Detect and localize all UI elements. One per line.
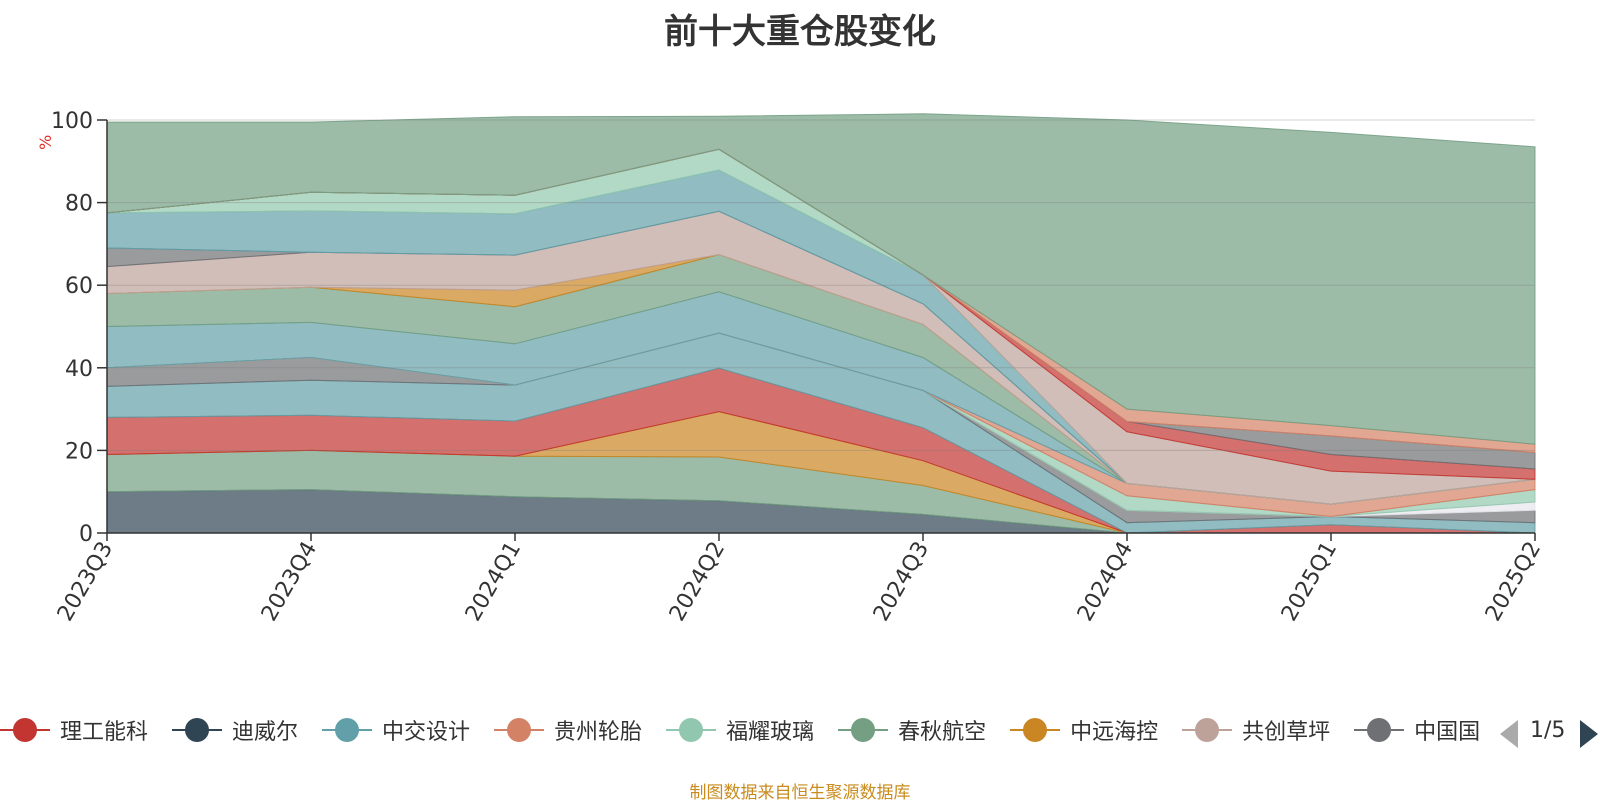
y-tick-label: 60 — [65, 274, 93, 299]
legend-label: 中国国航 — [1414, 720, 1480, 745]
legend-marker-icon — [1354, 718, 1405, 742]
legend-label: 理工能科 — [60, 720, 149, 745]
legend-item[interactable]: 中交设计 — [322, 712, 470, 748]
legend-marker-icon — [172, 718, 223, 742]
legend-label: 中远海控 — [1070, 720, 1159, 745]
y-tick-label: 80 — [65, 192, 93, 217]
legend-marker-icon — [666, 718, 717, 742]
x-tick-label: 2024Q4 — [1073, 538, 1138, 626]
legend-item[interactable]: 中远海控 — [1010, 712, 1158, 748]
y-tick-label: 40 — [65, 357, 93, 382]
legend-label: 福耀玻璃 — [726, 720, 815, 745]
legend-item[interactable]: 中国国航 — [1354, 712, 1480, 748]
x-tick-label: 2024Q3 — [869, 538, 934, 626]
legend-label: 共创草坪 — [1242, 720, 1331, 745]
y-tick-label: 20 — [65, 439, 93, 464]
legend-pager: 1/5 — [1500, 716, 1600, 752]
legend-item[interactable]: 福耀玻璃 — [666, 712, 814, 748]
legend-next-page-icon[interactable] — [1580, 720, 1598, 748]
area-series-layer — [106, 113, 1536, 534]
grid-lines — [107, 119, 1535, 451]
legend-marker-icon — [322, 718, 373, 742]
legend-label: 中交设计 — [382, 720, 471, 745]
legend-marker-icon — [838, 718, 889, 742]
legend-marker-icon — [0, 718, 50, 742]
x-tick-label: 2024Q1 — [461, 538, 526, 626]
legend-label: 春秋航空 — [898, 720, 987, 745]
legend-prev-page-icon[interactable] — [1500, 720, 1518, 748]
x-tick-label: 2024Q2 — [665, 538, 730, 626]
chart-title: 前十大重仓股变化 — [664, 12, 936, 52]
legend-marker-icon — [1182, 718, 1233, 742]
legend-label: 迪威尔 — [232, 720, 299, 745]
area-series-21 — [106, 113, 1536, 445]
y-tick-label: 100 — [51, 109, 93, 134]
x-tick-label: 2025Q2 — [1481, 538, 1546, 626]
legend-page-indicator: 1/5 — [1530, 718, 1566, 743]
y-tick-label: 0 — [79, 522, 93, 547]
legend-marker-icon — [494, 718, 545, 742]
legend-marker-icon — [1010, 718, 1061, 742]
x-tick-label: 2023Q3 — [53, 538, 118, 626]
legend: 理工能科 迪威尔 中交设计 贵州轮胎 福耀玻璃 春秋航空 中远海控 共创草坪 中国国航 — [0, 712, 1480, 748]
source-note: 制图数据来自恒生聚源数据库 — [689, 783, 911, 803]
x-tick-label: 2025Q1 — [1277, 538, 1342, 626]
x-tick-label: 2023Q4 — [257, 538, 322, 626]
legend-label: 贵州轮胎 — [554, 720, 643, 745]
legend-item[interactable]: 贵州轮胎 — [494, 712, 642, 748]
legend-item[interactable]: 共创草坪 — [1182, 712, 1330, 748]
legend-item[interactable]: 理工能科 — [0, 712, 148, 748]
legend-item[interactable]: 迪威尔 — [172, 712, 298, 748]
legend-item[interactable]: 春秋航空 — [838, 712, 986, 748]
